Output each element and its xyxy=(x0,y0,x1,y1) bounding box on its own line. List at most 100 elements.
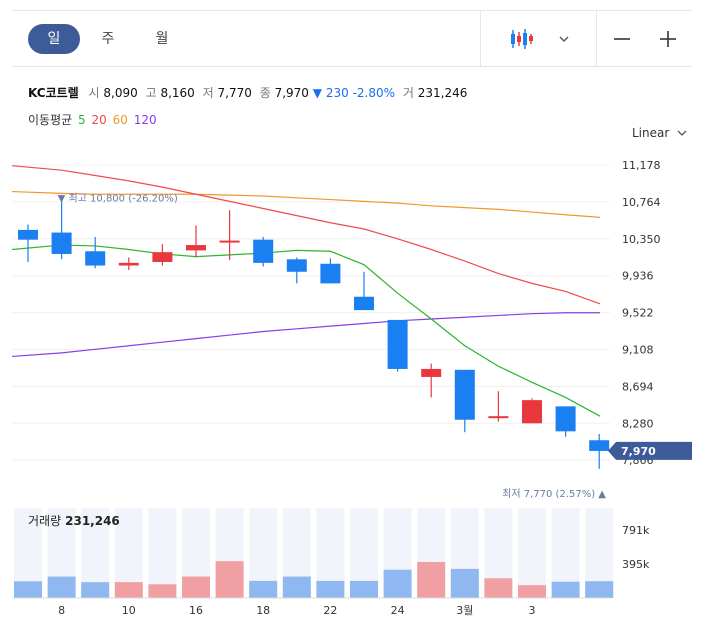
low-annotation: 최저 7,770 (2.57%) ▲ xyxy=(502,488,606,500)
scale-label: Linear xyxy=(632,126,670,140)
y-tick-label: 8,280 xyxy=(622,417,654,430)
volume-bar-background xyxy=(518,508,546,598)
y-tick-label: 10,350 xyxy=(622,233,661,246)
candle-body xyxy=(85,251,106,266)
volume-tick-label: 791k xyxy=(622,524,650,537)
low-value: 7,770 xyxy=(217,86,252,100)
tab-weekly[interactable]: 주 xyxy=(101,31,115,47)
volume-bar xyxy=(383,569,412,598)
x-tick-label: 24 xyxy=(391,604,405,617)
candle-body xyxy=(555,406,576,432)
open-value: 8,090 xyxy=(103,86,138,100)
toolbar-divider xyxy=(596,11,597,66)
volume-bar xyxy=(282,576,311,598)
x-tick-label: 10 xyxy=(122,604,136,617)
change-arrow-icon: ▼ xyxy=(312,86,322,100)
candle-body xyxy=(118,262,139,266)
tab-monthly[interactable]: 월 xyxy=(155,31,169,47)
volume-bar xyxy=(14,581,42,598)
candle-body xyxy=(18,229,38,240)
ma5-line xyxy=(11,244,601,417)
candle-body xyxy=(186,245,206,251)
volume-bar xyxy=(215,561,244,598)
volume-bar xyxy=(47,576,76,598)
candle-body xyxy=(253,239,274,263)
volume-bar xyxy=(484,578,513,598)
ma120-legend: 120 xyxy=(133,113,157,127)
volume-bar xyxy=(249,580,278,598)
candle-body xyxy=(387,319,408,369)
volume-bar xyxy=(182,576,210,598)
close-value: 7,970 xyxy=(274,86,309,100)
volume-bar xyxy=(81,582,110,598)
x-tick-label: 22 xyxy=(323,604,337,617)
change-value: 230 xyxy=(325,86,349,100)
x-tick-label: 3 xyxy=(529,604,536,617)
toolbar: 일 주 월 xyxy=(12,10,692,67)
x-tick-label: 8 xyxy=(58,604,65,617)
volume-value: 231,246 xyxy=(417,86,468,100)
volume-bar xyxy=(350,580,378,598)
volume-bar xyxy=(585,581,614,598)
ma60-line xyxy=(11,190,601,219)
tab-daily[interactable]: 일 xyxy=(28,24,80,54)
candle-body xyxy=(51,232,72,254)
x-tick-label: 3월 xyxy=(456,604,473,617)
candle-body xyxy=(354,296,374,311)
volume-title: 거래량 231,246 xyxy=(28,514,120,528)
toolbar-divider xyxy=(480,11,481,66)
x-tick-label: 18 xyxy=(256,604,270,617)
low-label: 저 xyxy=(202,86,214,100)
candle-body xyxy=(488,416,509,419)
volume-bar xyxy=(114,582,143,598)
high-annotation: ▼ 최고 10,800 (-26.20%) xyxy=(58,193,178,205)
y-tick-label: 9,108 xyxy=(622,344,654,357)
candle-body xyxy=(454,369,475,420)
last-price-label: 7,970 xyxy=(621,445,656,458)
high-value: 8,160 xyxy=(160,86,195,100)
volume-bar xyxy=(450,568,479,598)
last-price-tag xyxy=(608,441,692,460)
close-label: 종 xyxy=(259,86,271,100)
candle-body xyxy=(219,240,240,243)
candle-body xyxy=(320,263,341,284)
volume-bar xyxy=(518,585,546,598)
ma5-legend: 5 xyxy=(78,113,86,127)
ma120-line xyxy=(11,312,600,358)
ma20-legend: 20 xyxy=(91,113,107,127)
volume-bar xyxy=(148,584,177,598)
ohlc-summary: KC코트렐 시 8,090 고 8,160 저 7,770 종 7,970 ▼ … xyxy=(28,84,467,101)
ma20-line xyxy=(11,165,601,305)
candle-body xyxy=(522,400,542,424)
high-label: 고 xyxy=(145,86,157,100)
volume-tick-label: 395k xyxy=(622,558,650,571)
minus-icon[interactable] xyxy=(608,11,636,66)
y-tick-label: 9,522 xyxy=(622,307,654,320)
ma-legend-label: 이동평균 xyxy=(28,113,73,127)
ma60-legend: 60 xyxy=(112,113,128,127)
stock-name: KC코트렐 xyxy=(28,86,79,100)
scale-selector[interactable]: Linear xyxy=(632,126,687,140)
x-tick-label: 16 xyxy=(189,604,203,617)
candle-body xyxy=(286,259,307,272)
plus-icon[interactable] xyxy=(654,11,682,66)
change-percent: -2.80% xyxy=(352,86,396,100)
chevron-down-icon[interactable] xyxy=(552,11,576,66)
volume-bar xyxy=(417,562,446,598)
volume-bar xyxy=(551,581,580,598)
y-tick-label: 9,936 xyxy=(622,270,654,283)
volume-bar xyxy=(316,580,345,598)
volume-label: 거 xyxy=(402,86,414,100)
candlestick-icon[interactable] xyxy=(502,11,542,66)
moving-average-legend[interactable]: 이동평균 5 20 60 120 xyxy=(28,111,157,128)
open-label: 시 xyxy=(88,86,100,100)
y-tick-label: 10,764 xyxy=(622,196,661,209)
candle-body xyxy=(589,440,610,451)
volume-bar-background xyxy=(148,508,177,598)
y-tick-label: 8,694 xyxy=(622,380,654,393)
y-tick-label: 11,178 xyxy=(622,159,661,172)
candle-body xyxy=(421,368,442,377)
candle-body xyxy=(152,252,173,262)
chevron-down-icon xyxy=(677,130,687,136)
